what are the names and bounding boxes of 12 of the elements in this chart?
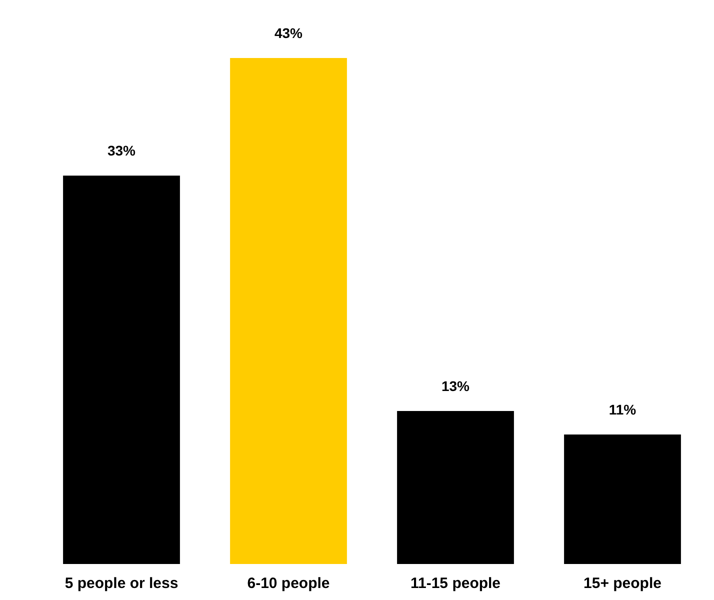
x-tick-label: 6-10 people — [247, 575, 330, 592]
bar — [564, 434, 681, 564]
bar — [397, 411, 514, 564]
bar — [230, 58, 347, 564]
data-label: 43% — [274, 25, 304, 41]
x-tick-label: 11-15 people — [410, 575, 501, 592]
data-label: 11% — [608, 402, 637, 418]
data-label: 13% — [441, 378, 470, 394]
bar — [63, 176, 180, 564]
data-label: 33% — [107, 142, 136, 159]
x-tick-label: 5 people or less — [64, 575, 178, 592]
x-tick-label: 15+ people — [584, 575, 662, 592]
